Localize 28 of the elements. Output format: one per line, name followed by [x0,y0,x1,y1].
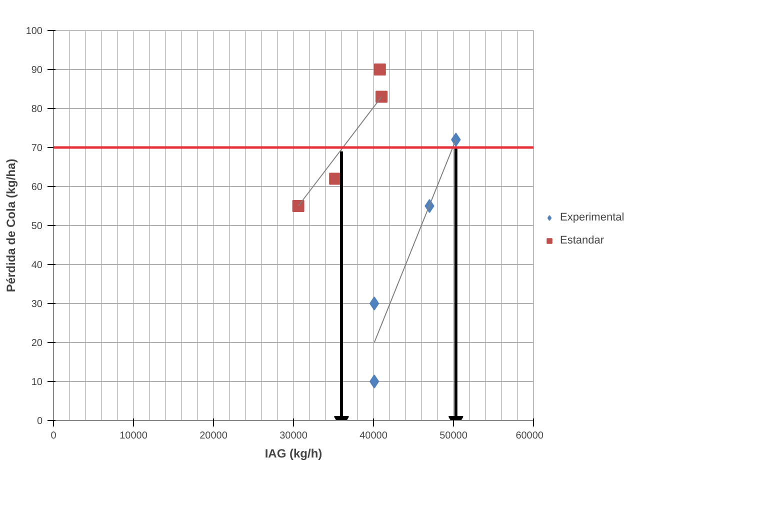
y-tick-label: 60 [31,182,43,193]
point [369,374,380,388]
x-tick-label: 30000 [280,430,308,442]
legend-label: Estandar [560,234,604,246]
x-tick-label: 20000 [200,430,228,442]
y-tick-label: 90 [31,65,43,76]
x-tick-label: 60000 [516,430,544,442]
y-tick-label: 30 [31,299,43,310]
y-tick-label: 40 [31,260,43,271]
x-axis-title: IAG (kg/h) [264,446,322,460]
x-tick-label: 40000 [360,430,388,442]
x-tick-label: 10000 [120,430,148,442]
y-tick-label: 20 [31,338,43,349]
point [292,200,304,212]
point [374,64,386,76]
point [329,172,342,185]
legend-label: Experimental [560,211,624,223]
y-tick-label: 80 [31,104,43,115]
y-tick-label: 0 [36,416,43,427]
x-tick-label: 50000 [440,430,468,442]
y-axis-title: Pérdida de Cola (kg/ha) [4,158,18,292]
y-tick-label: 50 [31,221,43,232]
point [369,296,380,310]
x-tick-label: 0 [50,430,57,442]
y-tick-label: 100 [26,26,43,37]
y-tick-label: 10 [31,377,43,388]
point [376,90,388,103]
y-tick-label: 70 [31,143,43,154]
